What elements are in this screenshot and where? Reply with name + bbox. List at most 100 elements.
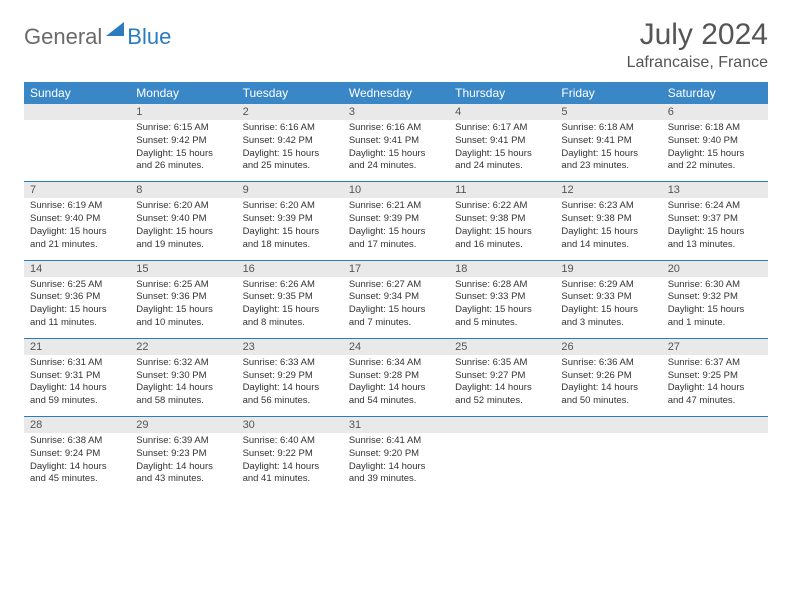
- sunset-line: Sunset: 9:31 PM: [30, 370, 124, 383]
- day-number-cell: 7: [24, 182, 130, 198]
- sunset-line: Sunset: 9:23 PM: [136, 448, 230, 461]
- day-number-cell: 21: [24, 339, 130, 355]
- day-number-cell: 11: [449, 182, 555, 198]
- day-number-cell: 26: [555, 339, 661, 355]
- sunset-line: Sunset: 9:37 PM: [668, 213, 762, 226]
- day-detail-cell: Sunrise: 6:15 AMSunset: 9:42 PMDaylight:…: [130, 120, 236, 182]
- sunset-line: Sunset: 9:27 PM: [455, 370, 549, 383]
- day-number-cell: 23: [237, 339, 343, 355]
- sunset-line: Sunset: 9:22 PM: [243, 448, 337, 461]
- sunrise-line: Sunrise: 6:16 AM: [349, 122, 443, 135]
- day-number-cell: 22: [130, 339, 236, 355]
- day-detail-cell: Sunrise: 6:25 AMSunset: 9:36 PMDaylight:…: [24, 277, 130, 339]
- day-number-row: 14151617181920: [24, 261, 768, 277]
- sunrise-line: Sunrise: 6:18 AM: [561, 122, 655, 135]
- daylight-line: Daylight: 15 hours and 11 minutes.: [30, 304, 124, 330]
- sunrise-line: Sunrise: 6:20 AM: [243, 200, 337, 213]
- sunrise-line: Sunrise: 6:28 AM: [455, 279, 549, 292]
- brand-triangle-icon: [106, 22, 124, 41]
- page-header: General Blue July 2024 Lafrancaise, Fran…: [24, 18, 768, 72]
- daylight-line: Daylight: 14 hours and 52 minutes.: [455, 382, 549, 408]
- daylight-line: Daylight: 14 hours and 45 minutes.: [30, 461, 124, 487]
- sunrise-line: Sunrise: 6:40 AM: [243, 435, 337, 448]
- calendar-body: 123456Sunrise: 6:15 AMSunset: 9:42 PMDay…: [24, 104, 768, 494]
- day-number-cell: 27: [662, 339, 768, 355]
- sunrise-line: Sunrise: 6:21 AM: [349, 200, 443, 213]
- sunset-line: Sunset: 9:39 PM: [243, 213, 337, 226]
- sunset-line: Sunset: 9:42 PM: [136, 135, 230, 148]
- daylight-line: Daylight: 14 hours and 50 minutes.: [561, 382, 655, 408]
- day-header: Monday: [130, 82, 236, 104]
- daylight-line: Daylight: 14 hours and 47 minutes.: [668, 382, 762, 408]
- day-number-cell: [662, 417, 768, 433]
- sunrise-line: Sunrise: 6:24 AM: [668, 200, 762, 213]
- daylight-line: Daylight: 15 hours and 23 minutes.: [561, 148, 655, 174]
- sunrise-line: Sunrise: 6:25 AM: [30, 279, 124, 292]
- daylight-line: Daylight: 14 hours and 58 minutes.: [136, 382, 230, 408]
- day-detail-row: Sunrise: 6:19 AM Sunset: 9:40 PM Daylight:…: [24, 198, 768, 260]
- daylight-line: Daylight: 14 hours and 56 minutes.: [243, 382, 337, 408]
- day-number-cell: 29: [130, 417, 236, 433]
- day-number-cell: 20: [662, 261, 768, 277]
- day-detail-cell: Sunrise: 6:18 AMSunset: 9:41 PMDaylight:…: [555, 120, 661, 182]
- day-number-cell: [24, 104, 130, 120]
- day-number-cell: 4: [449, 104, 555, 120]
- daylight-line: Daylight: 15 hours and 18 minutes.: [243, 226, 337, 252]
- day-number-cell: 5: [555, 104, 661, 120]
- day-number-cell: 18: [449, 261, 555, 277]
- day-number-cell: 30: [237, 417, 343, 433]
- day-number-row: 28293031: [24, 417, 768, 433]
- day-number-cell: 16: [237, 261, 343, 277]
- day-number-cell: 3: [343, 104, 449, 120]
- day-detail-cell: Sunrise: 6:16 AMSunset: 9:42 PMDaylight:…: [237, 120, 343, 182]
- day-number-cell: 14: [24, 261, 130, 277]
- day-header: Sunday: [24, 82, 130, 104]
- brand-part2: Blue: [127, 24, 171, 50]
- sunrise-line: Sunrise: 6:15 AM: [136, 122, 230, 135]
- sunrise-line: Sunrise: 6:34 AM: [349, 357, 443, 370]
- day-detail-cell: Sunrise: 6:35 AMSunset: 9:27 PMDaylight:…: [449, 355, 555, 417]
- day-number-cell: 13: [662, 182, 768, 198]
- day-detail-cell: Sunrise: 6:18 AMSunset: 9:40 PMDaylight:…: [662, 120, 768, 182]
- sunrise-line: Sunrise: 6:22 AM: [455, 200, 549, 213]
- day-number-cell: 12: [555, 182, 661, 198]
- day-detail-row: Sunrise: 6:15 AMSunset: 9:42 PM Daylight:…: [24, 120, 768, 182]
- day-detail-cell: Sunrise: 6:29 AMSunset: 9:33 PMDaylight:…: [555, 277, 661, 339]
- sunrise-line: Sunrise: 6:27 AM: [349, 279, 443, 292]
- page-title: July 2024: [627, 18, 768, 52]
- sunrise-line: Sunrise: 6:33 AM: [243, 357, 337, 370]
- day-number-row: 78910111213: [24, 182, 768, 198]
- day-detail-cell: Sunrise: 6:23 AMSunset: 9:38 PMDaylight:…: [555, 198, 661, 260]
- day-number-cell: [449, 417, 555, 433]
- sunrise-line: Sunrise: 6:35 AM: [455, 357, 549, 370]
- daylight-line: Daylight: 15 hours and 21 minutes.: [30, 226, 124, 252]
- daylight-line: Daylight: 14 hours and 41 minutes.: [243, 461, 337, 487]
- sunset-line: Sunset: 9:40 PM: [136, 213, 230, 226]
- brand-part1: General: [24, 24, 102, 50]
- sunrise-line: Sunrise: 6:19 AM: [30, 200, 124, 213]
- day-number-cell: 8: [130, 182, 236, 198]
- day-number-row: 21222324252627: [24, 339, 768, 355]
- day-detail-row: Sunrise: 6:25 AMSunset: 9:36 PMDaylight:…: [24, 277, 768, 339]
- day-number-cell: 17: [343, 261, 449, 277]
- day-detail-row: Sunrise: 6:38 AMSunset: 9:24 PMDaylight:…: [24, 433, 768, 494]
- sunset-line: Sunset: 9:41 PM: [455, 135, 549, 148]
- sunrise-line: Sunrise: 6:38 AM: [30, 435, 124, 448]
- daylight-line: Daylight: 15 hours and 16 minutes.: [455, 226, 549, 252]
- calendar-header-row: Sunday Monday Tuesday Wednesday Thursday…: [24, 82, 768, 104]
- day-detail-cell: [24, 120, 130, 182]
- day-detail-cell: Sunrise: 6:30 AMSunset: 9:32 PMDaylight:…: [662, 277, 768, 339]
- day-detail-cell: [662, 433, 768, 494]
- day-detail-cell: Sunrise: 6:34 AMSunset: 9:28 PMDaylight:…: [343, 355, 449, 417]
- day-detail-cell: Sunrise: 6:41 AMSunset: 9:20 PMDaylight:…: [343, 433, 449, 494]
- location-text: Lafrancaise, France: [627, 54, 768, 72]
- sunrise-line: Sunrise: 6:17 AM: [455, 122, 549, 135]
- day-header: Saturday: [662, 82, 768, 104]
- daylight-line: Daylight: 14 hours and 59 minutes.: [30, 382, 124, 408]
- day-number-cell: 31: [343, 417, 449, 433]
- brand-logo: General Blue: [24, 24, 171, 50]
- day-detail-cell: Sunrise: 6:17 AMSunset: 9:41 PMDaylight:…: [449, 120, 555, 182]
- daylight-line: Daylight: 15 hours and 14 minutes.: [561, 226, 655, 252]
- day-detail-cell: Sunrise: 6:33 AMSunset: 9:29 PMDaylight:…: [237, 355, 343, 417]
- day-number-cell: 9: [237, 182, 343, 198]
